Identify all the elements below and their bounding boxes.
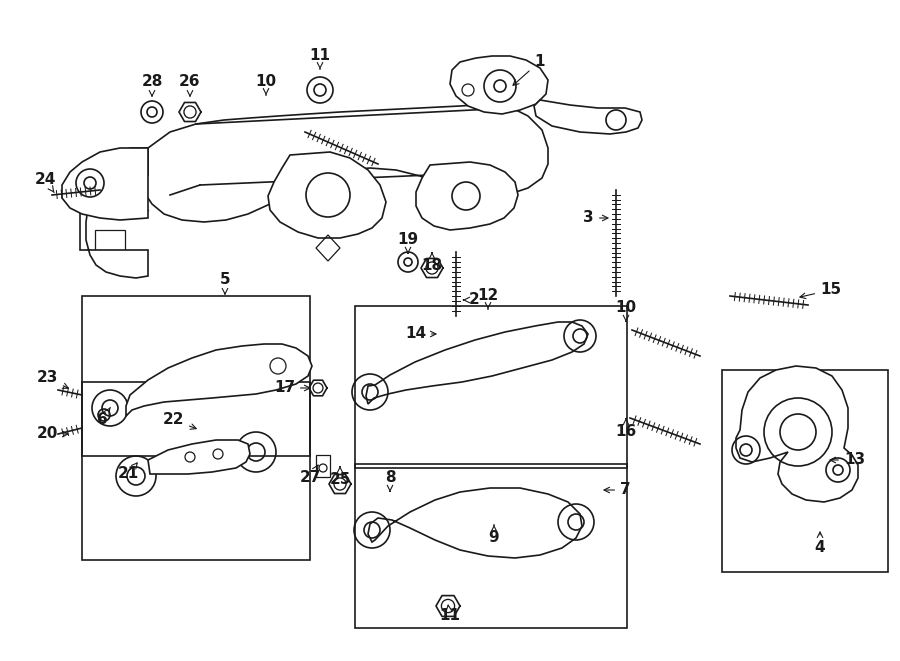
Text: 11: 11 bbox=[439, 605, 460, 623]
Bar bbox=[82, 296, 310, 456]
Polygon shape bbox=[366, 322, 588, 404]
Bar bbox=[95, 230, 125, 258]
Text: 10: 10 bbox=[616, 301, 636, 321]
Text: 25: 25 bbox=[329, 467, 351, 488]
Text: 15: 15 bbox=[800, 282, 842, 299]
Text: 19: 19 bbox=[398, 233, 418, 253]
Text: 9: 9 bbox=[489, 525, 500, 545]
Polygon shape bbox=[148, 440, 250, 474]
Polygon shape bbox=[126, 344, 312, 416]
Bar bbox=[722, 370, 888, 572]
Text: 2: 2 bbox=[464, 293, 480, 307]
Polygon shape bbox=[268, 152, 386, 238]
Bar bbox=[316, 455, 330, 477]
Text: 18: 18 bbox=[421, 253, 443, 274]
Text: 22: 22 bbox=[163, 412, 196, 429]
Text: 17: 17 bbox=[274, 381, 310, 395]
Text: 6: 6 bbox=[96, 407, 111, 428]
Bar bbox=[355, 464, 627, 628]
Text: 27: 27 bbox=[300, 465, 320, 485]
Polygon shape bbox=[62, 148, 148, 220]
Polygon shape bbox=[142, 104, 548, 222]
Text: 13: 13 bbox=[830, 453, 865, 467]
Bar bbox=[355, 306, 627, 468]
Polygon shape bbox=[450, 56, 548, 114]
Polygon shape bbox=[416, 162, 518, 230]
Text: 24: 24 bbox=[34, 173, 56, 192]
Text: 23: 23 bbox=[37, 371, 68, 388]
Text: 10: 10 bbox=[256, 75, 276, 95]
Text: 16: 16 bbox=[616, 419, 636, 440]
Text: 26: 26 bbox=[179, 75, 201, 96]
Text: 28: 28 bbox=[141, 75, 163, 96]
Text: 20: 20 bbox=[37, 426, 68, 442]
Polygon shape bbox=[368, 488, 582, 558]
Text: 1: 1 bbox=[513, 54, 544, 85]
Text: 14: 14 bbox=[405, 327, 436, 342]
Text: 7: 7 bbox=[604, 483, 631, 498]
Polygon shape bbox=[534, 100, 642, 134]
Text: 4: 4 bbox=[814, 532, 825, 555]
Bar bbox=[82, 382, 310, 560]
Text: 8: 8 bbox=[384, 471, 395, 491]
Text: 21: 21 bbox=[117, 463, 139, 481]
Text: 3: 3 bbox=[583, 210, 608, 225]
Text: 5: 5 bbox=[220, 272, 230, 294]
Text: 12: 12 bbox=[477, 288, 499, 309]
Text: 11: 11 bbox=[310, 48, 330, 69]
Polygon shape bbox=[80, 148, 148, 278]
Polygon shape bbox=[736, 366, 858, 502]
